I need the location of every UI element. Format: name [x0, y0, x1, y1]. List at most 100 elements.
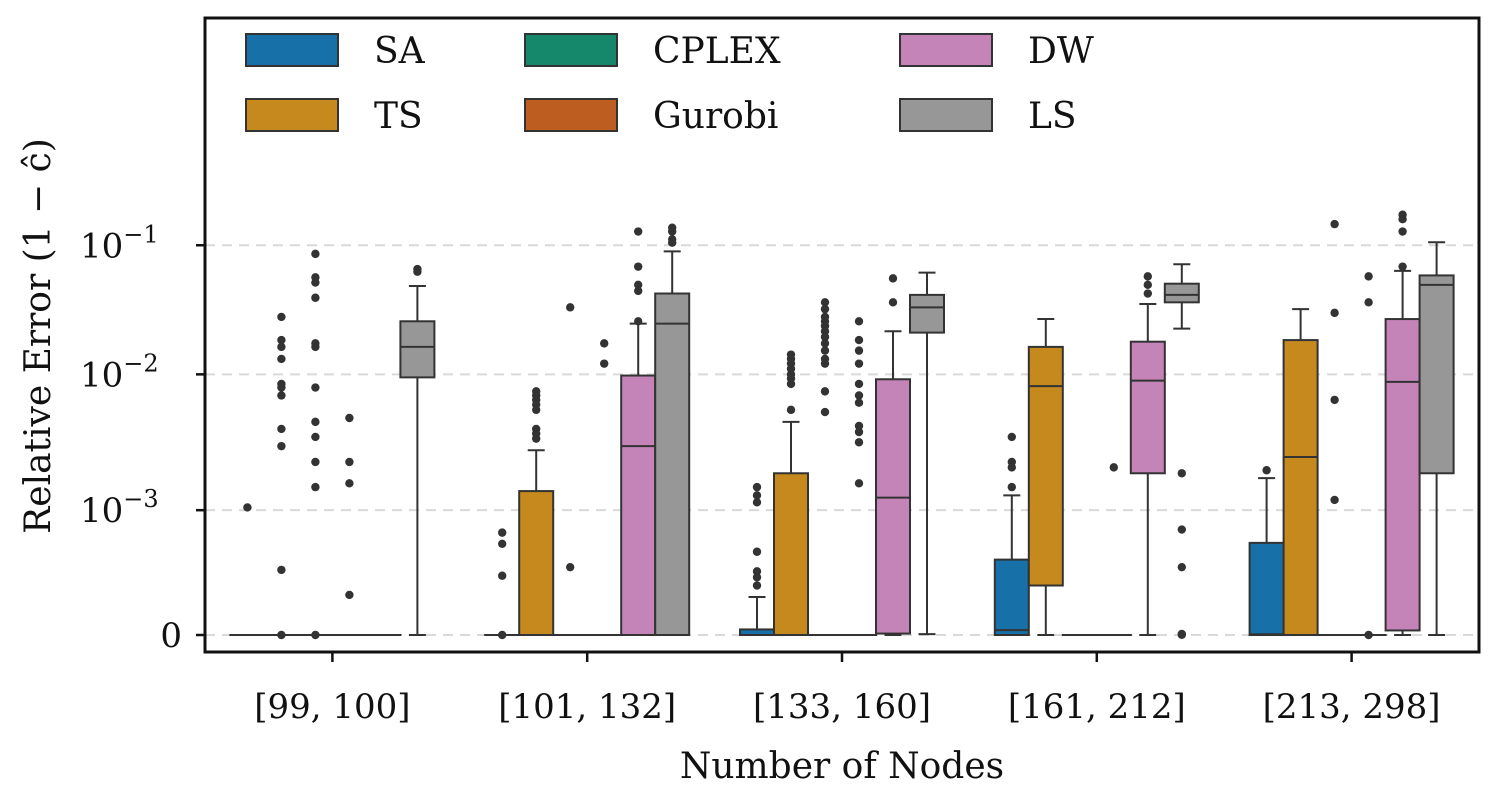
outlier-point: [854, 427, 864, 437]
box-sa: [229, 503, 266, 637]
outlier-point: [1143, 289, 1153, 298]
box-cplex: [807, 298, 843, 637]
outlier-point: [277, 335, 286, 345]
outlier-point: [752, 491, 762, 500]
outlier-point: [498, 528, 507, 537]
outlier-point: [752, 498, 762, 507]
legend-item-gurobi: Gurobi: [524, 96, 778, 137]
outlier-point: [634, 286, 643, 296]
outlier-point: [311, 383, 320, 392]
box-ls: [1163, 263, 1200, 640]
outlier-point: [600, 339, 609, 348]
outlier-point: [854, 398, 864, 407]
outlier-point: [1398, 262, 1407, 271]
outlier-point: [277, 391, 286, 400]
outlier-point: [1109, 463, 1119, 472]
outlier-point: [1177, 630, 1187, 640]
box-dw: [1384, 210, 1421, 636]
outlier-point: [566, 303, 575, 312]
outlier-point: [634, 280, 643, 290]
outlier-point: [1177, 469, 1187, 478]
box-iqr: [875, 378, 911, 635]
box-iqr: [1384, 318, 1421, 632]
box-sa: [993, 432, 1030, 636]
box-iqr: [518, 490, 555, 636]
box-iqr: [909, 293, 945, 334]
outlier-point: [277, 354, 286, 364]
outlier-point: [786, 405, 796, 415]
box-sa: [484, 528, 521, 640]
outlier-point: [820, 407, 830, 417]
box-ts: [1027, 318, 1064, 636]
box-ls: [1418, 241, 1455, 636]
x-tick-label: [161, 212]: [1008, 687, 1186, 727]
y-tick-exponent: −3: [123, 485, 158, 513]
box-ts: [773, 350, 809, 636]
legend-label: CPLEX: [653, 31, 781, 72]
legend-swatch: [899, 98, 993, 132]
outlier-point: [854, 421, 864, 431]
y-tick-label: 10−2: [80, 349, 159, 395]
box-gurobi: [1095, 463, 1132, 637]
legend-swatch: [524, 33, 618, 67]
outlier-point: [498, 571, 507, 580]
outlier-point: [311, 482, 320, 492]
box-dw: [875, 274, 911, 636]
outlier-point: [752, 567, 762, 576]
box-gurobi: [1350, 272, 1387, 640]
outlier-point: [854, 479, 864, 488]
legend-item-sa: SA: [245, 31, 426, 72]
outlier-point: [311, 342, 320, 352]
y-tick-label: 0: [160, 616, 182, 656]
outlier-point: [345, 479, 354, 488]
outlier-point: [854, 359, 864, 368]
outlier-point: [634, 317, 643, 326]
outlier-point: [311, 630, 320, 640]
outlier-point: [311, 457, 320, 467]
box-cplex: [552, 303, 589, 637]
legend-label: LS: [1028, 96, 1077, 137]
outlier-point: [277, 565, 286, 575]
legend-item-ls: LS: [899, 96, 1077, 137]
box-iqr: [1027, 345, 1064, 587]
outlier-point: [634, 227, 643, 236]
plot-area: [229, 210, 1455, 640]
outlier-point: [1330, 495, 1339, 505]
outlier-point: [854, 379, 864, 389]
x-tick-label: [133, 160]: [753, 687, 931, 727]
legend-item-cplex: CPLEX: [524, 31, 781, 72]
box-ls: [654, 223, 691, 636]
box-iqr: [773, 472, 809, 636]
legend-label: DW: [1028, 31, 1094, 72]
outlier-point: [1364, 630, 1373, 640]
x-axis: [99, 100] [101, 132] [133, 160] [161, 212] […: [254, 652, 1441, 727]
y-tick-exponent: −2: [123, 349, 158, 377]
outlier-point: [820, 304, 830, 314]
outlier-point: [311, 278, 320, 287]
outlier-point: [888, 298, 898, 307]
outlier-point: [1364, 272, 1373, 281]
outlier-point: [752, 573, 762, 582]
legend-label: SA: [374, 31, 426, 72]
outlier-point: [1364, 298, 1373, 307]
box-ts: [1282, 308, 1319, 636]
outlier-point: [634, 262, 643, 271]
outlier-point: [277, 383, 286, 392]
box-iqr: [654, 292, 691, 636]
outlier-point: [277, 424, 286, 434]
outlier-point: [820, 387, 830, 396]
outlier-point: [345, 590, 354, 600]
outlier-point: [854, 317, 864, 326]
outlier-point: [345, 413, 354, 423]
outlier-point: [1330, 395, 1339, 405]
outlier-point: [1177, 525, 1187, 534]
outlier-point: [600, 359, 609, 368]
box-gurobi: [841, 317, 877, 637]
y-tick-exponent: −1: [123, 220, 158, 248]
outlier-point: [820, 359, 830, 368]
legend-item-dw: DW: [899, 31, 1094, 72]
outlier-point: [1262, 466, 1271, 475]
box-iqr: [399, 320, 436, 379]
legend-label: TS: [374, 96, 423, 137]
